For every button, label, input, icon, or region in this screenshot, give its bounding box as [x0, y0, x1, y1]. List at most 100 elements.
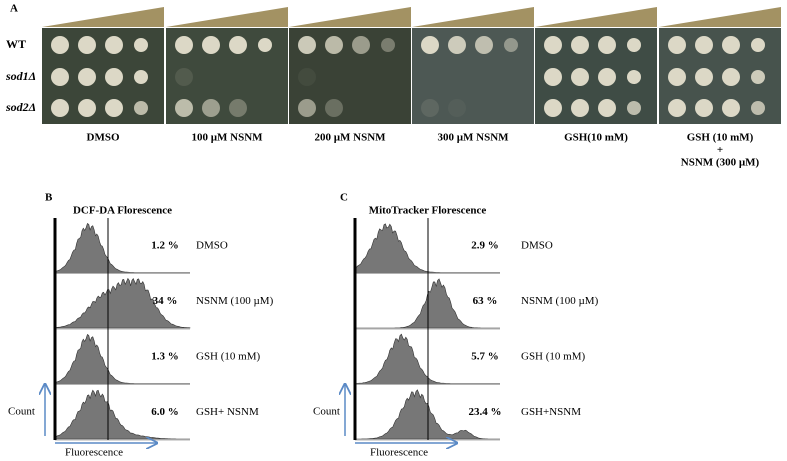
yeast-spot: [627, 38, 641, 52]
yeast-spot: [51, 36, 69, 54]
percentage: 6.0 %: [151, 406, 179, 418]
histogram: [54, 223, 190, 273]
yeast-spot: [751, 101, 765, 115]
yeast-spot: [571, 68, 589, 86]
yeast-spot: [722, 36, 740, 54]
strain-label: sod1Δ: [5, 69, 36, 83]
yeast-spot: [51, 68, 69, 86]
yeast-spot: [571, 99, 589, 117]
treatment-label: GSH (10 mM): [196, 350, 261, 362]
histogram: [54, 334, 190, 384]
dilution-wedge: [166, 7, 288, 27]
panel-label: B: [45, 192, 53, 204]
treatment-label: DMSO: [521, 239, 553, 251]
axis-label: Fluorescence: [370, 447, 428, 459]
yeast-spot: [175, 36, 193, 54]
yeast-spot: [78, 36, 96, 54]
yeast-spot: [627, 70, 641, 84]
yeast-spot: [504, 38, 518, 52]
treatment-label: DMSO: [196, 239, 228, 251]
treatment-label: NSNM (100 µM): [521, 295, 599, 307]
percentage: 1.3 %: [151, 350, 179, 362]
yeast-spot: [325, 36, 343, 54]
panel-title: MitoTracker Florescence: [369, 205, 487, 217]
yeast-spot: [51, 99, 69, 117]
yeast-spot: [695, 36, 713, 54]
yeast-spot: [544, 68, 562, 86]
yeast-spot: [668, 36, 686, 54]
yeast-spot: [695, 99, 713, 117]
yeast-spot: [134, 70, 148, 84]
treatment-label: GSH+NSNM: [521, 406, 581, 418]
yeast-spot: [202, 99, 220, 117]
dilution-wedge: [289, 7, 411, 27]
strain-label: sod2Δ: [5, 100, 36, 114]
yeast-spot: [475, 36, 493, 54]
strain-label: WT: [6, 37, 26, 51]
yeast-spot: [258, 38, 272, 52]
percentage: 5.7 %: [471, 350, 499, 362]
panel-title: DCF-DA Florescence: [73, 205, 172, 217]
treatment-label: GSH+ NSNM: [196, 406, 259, 418]
yeast-spot: [722, 99, 740, 117]
axis-label: Fluorescence: [65, 447, 123, 459]
histogram: [54, 277, 191, 329]
yeast-spot: [298, 99, 316, 117]
yeast-spot: [421, 99, 439, 117]
yeast-spot: [598, 68, 616, 86]
dilution-wedge: [412, 7, 534, 27]
yeast-spot: [695, 68, 713, 86]
condition-label: 200 µM NSNM: [314, 132, 386, 144]
percentage: 2.9 %: [471, 239, 499, 251]
yeast-spot: [134, 38, 148, 52]
yeast-spot: [325, 99, 343, 117]
histogram: [54, 389, 190, 440]
dilution-wedge: [659, 7, 781, 27]
yeast-spot: [544, 36, 562, 54]
dilution-wedge: [535, 7, 657, 27]
panel-label: A: [10, 3, 18, 15]
yeast-spot: [448, 99, 466, 117]
treatment-label: GSH (10 mM): [521, 350, 586, 362]
yeast-spot: [78, 68, 96, 86]
yeast-spot: [202, 36, 220, 54]
panel-label: C: [340, 192, 348, 204]
percentage: 23.4 %: [469, 406, 502, 418]
yeast-spot: [668, 68, 686, 86]
yeast-spot: [448, 36, 466, 54]
yeast-spot: [229, 36, 247, 54]
condition-label: 300 µM NSNM: [437, 132, 509, 144]
yeast-spot: [105, 36, 123, 54]
percentage: 1.2 %: [151, 239, 179, 251]
yeast-spot: [722, 68, 740, 86]
yeast-spot: [421, 36, 439, 54]
yeast-spot: [544, 99, 562, 117]
yeast-spot: [134, 101, 148, 115]
condition-label: NSNM (300 µM): [681, 157, 760, 169]
condition-label: GSH(10 mM): [564, 132, 628, 144]
dilution-wedge: [42, 7, 164, 27]
yeast-spot: [627, 101, 641, 115]
yeast-spot: [571, 36, 589, 54]
percentage: 34 %: [153, 295, 178, 307]
condition-label: GSH (10 mM): [687, 132, 754, 144]
yeast-spot: [78, 99, 96, 117]
yeast-spot: [598, 36, 616, 54]
axis-label: Count: [313, 406, 340, 418]
yeast-spot: [751, 70, 765, 84]
yeast-spot: [298, 68, 316, 86]
yeast-spot: [352, 36, 370, 54]
yeast-spot: [175, 68, 193, 86]
condition-label: 100 µM NSNM: [191, 132, 263, 144]
yeast-spot: [105, 99, 123, 117]
yeast-spot: [381, 38, 395, 52]
yeast-spot: [105, 68, 123, 86]
treatment-label: NSNM (100 µM): [196, 295, 274, 307]
condition-label: DMSO: [87, 132, 120, 144]
yeast-spot: [751, 38, 765, 52]
yeast-spot: [298, 36, 316, 54]
condition-label: +: [717, 144, 723, 156]
percentage: 63 %: [473, 295, 498, 307]
yeast-spot: [598, 99, 616, 117]
